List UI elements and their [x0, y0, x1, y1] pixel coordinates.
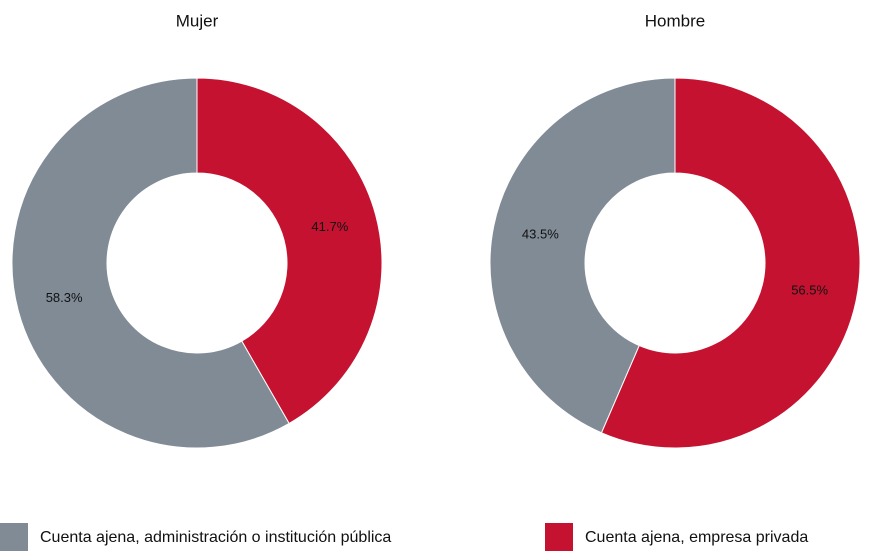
- value-label: 56.5%: [791, 282, 828, 297]
- value-label: 43.5%: [522, 227, 559, 242]
- legend-label: Cuenta ajena, empresa privada: [585, 529, 808, 546]
- value-label: 58.3%: [46, 290, 83, 305]
- chart-title: Mujer: [176, 11, 219, 30]
- donut-slice: [489, 77, 676, 434]
- donut-slice: [196, 77, 383, 425]
- donut-slice: [600, 77, 861, 449]
- legend-label: Cuenta ajena, administración o instituci…: [40, 529, 391, 546]
- donut-slice: [11, 77, 290, 449]
- value-label: 41.7%: [311, 219, 348, 234]
- legend-swatch: [545, 523, 573, 551]
- chart-title: Hombre: [645, 11, 705, 30]
- legend-swatch: [0, 523, 28, 551]
